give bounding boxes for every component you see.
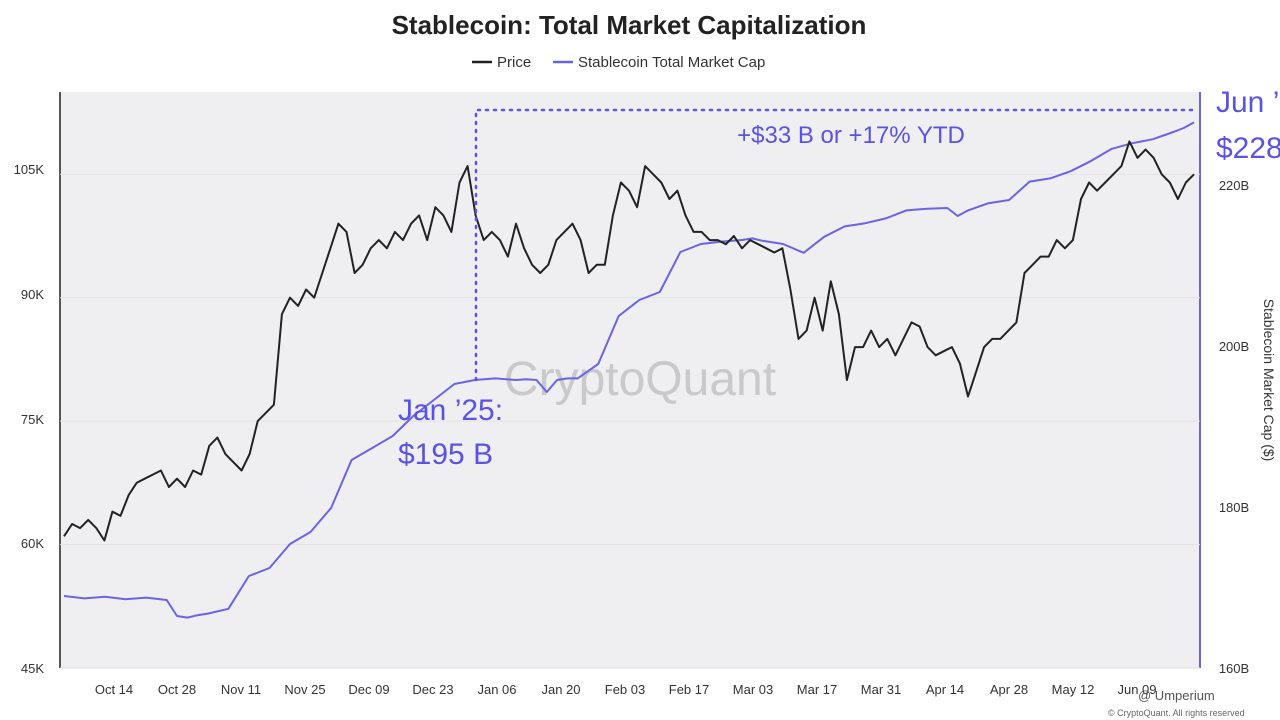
left-tick-45k: 45K (21, 661, 44, 676)
series-line-price (63, 140, 1195, 542)
x-tick-jan-20: Jan 20 (541, 682, 580, 697)
left-axis-ticks: 45K 60K 75K 90K 105K (14, 162, 45, 676)
x-tick-nov-25: Nov 25 (284, 682, 325, 697)
left-tick-105k: 105K (14, 162, 45, 177)
x-tick-feb-17: Feb 17 (669, 682, 709, 697)
footer-copyright: © CryptoQuant. All rights reserved (1108, 708, 1245, 718)
legend-stablecoin-label: Stablecoin Total Market Cap (578, 54, 765, 71)
right-tick-160b: 160B (1219, 661, 1249, 676)
x-tick-feb-03: Feb 03 (605, 682, 645, 697)
x-tick-dec-23: Dec 23 (412, 682, 453, 697)
right-axis-title: Stablecoin Market Cap ($) (1261, 299, 1277, 462)
watermark: CryptoQuant (504, 353, 776, 406)
x-tick-mar-31: Mar 31 (861, 682, 901, 697)
chart-title: Stablecoin: Total Market Capitalization (392, 10, 867, 40)
x-tick-jan-06: Jan 06 (477, 682, 516, 697)
plot-area (60, 92, 1200, 668)
series-line-stablecoin (63, 121, 1195, 619)
legend-price-label: Price (497, 54, 531, 71)
jan-annotation-line2: $195 B (398, 438, 493, 471)
legend: Price Stablecoin Total Market Cap (472, 54, 765, 71)
left-tick-60k: 60K (21, 536, 44, 551)
x-tick-mar-17: Mar 17 (797, 682, 837, 697)
jun-annotation-line2: $228 B (1216, 132, 1280, 165)
x-tick-may-12: May 12 (1052, 682, 1095, 697)
x-tick-mar-03: Mar 03 (733, 682, 773, 697)
ytd-bracket-line (474, 108, 1196, 382)
left-tick-90k: 90K (21, 287, 44, 302)
x-tick-nov-11: Nov 11 (221, 682, 261, 697)
gridlines (60, 173, 1200, 669)
x-tick-oct-14: Oct 14 (95, 682, 133, 697)
jan-annotation-line1: Jan ’25: (398, 394, 503, 427)
left-tick-75k: 75K (21, 412, 44, 427)
ytd-annotation: +$33 B or +17% YTD (737, 122, 965, 149)
right-tick-180b: 180B (1219, 500, 1249, 515)
x-tick-apr-14: Apr 14 (926, 682, 964, 697)
footer-handle: @ Umperium (1138, 688, 1215, 703)
x-tick-apr-28: Apr 28 (990, 682, 1028, 697)
jun-annotation-line1: Jun ’25: (1216, 86, 1280, 119)
x-tick-dec-09: Dec 09 (348, 682, 389, 697)
x-axis-ticks: Oct 14 Oct 28 Nov 11 Nov 25 Dec 09 Dec 2… (95, 682, 1157, 697)
right-axis-ticks: 160B 180B 200B 220B (1219, 178, 1249, 676)
x-tick-jun-09: Jun 09 (1117, 682, 1156, 697)
right-tick-220b: 220B (1219, 178, 1249, 193)
x-tick-oct-28: Oct 28 (158, 682, 196, 697)
right-tick-200b: 200B (1219, 339, 1249, 354)
